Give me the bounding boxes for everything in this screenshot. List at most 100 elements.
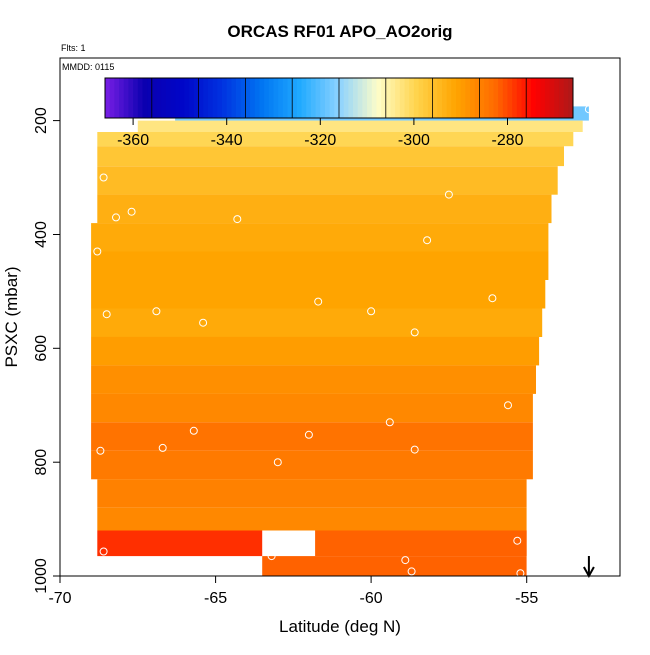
colorbar-segment [179, 78, 185, 118]
colorbar-segment [193, 78, 199, 118]
x-axis-tick-label: -55 [515, 590, 538, 607]
colorbar-segment [105, 78, 111, 118]
colorbar-segment [310, 78, 316, 118]
colorbar-segment [549, 78, 555, 118]
colorbar-tick-label: -300 [398, 132, 430, 149]
colorbar-segment [558, 78, 565, 118]
sample-marker [401, 556, 410, 565]
colorbar-tick-label: -340 [211, 132, 243, 149]
colorbar-segment [217, 78, 223, 118]
y-axis-label: PSXC (mbar) [2, 266, 21, 367]
colorbar-segment [324, 78, 331, 118]
colorbar-segment [544, 78, 550, 118]
sample-marker [199, 318, 208, 327]
y-axis-tick-label: 200 [33, 107, 50, 134]
sample-marker [189, 426, 198, 435]
heatmap-cell [91, 336, 540, 366]
sample-marker [112, 213, 120, 222]
heatmap-cell [97, 507, 527, 531]
heatmap-cell [97, 132, 574, 147]
colorbar-segment [568, 78, 574, 118]
colorbar-segment [362, 78, 368, 118]
sample-marker [158, 443, 167, 452]
colorbar-segment [367, 78, 373, 118]
sample-marker [516, 569, 525, 578]
colorbar-segment [371, 78, 377, 118]
colorbar-segment [339, 78, 345, 118]
colorbar-tick-label: -320 [304, 132, 336, 149]
sample-marker [367, 307, 376, 316]
sample-marker [584, 105, 593, 114]
mmdd-label: MMDD: 0115 [62, 62, 114, 72]
sample-marker [544, 355, 553, 364]
colorbar-segment [296, 78, 302, 118]
colorbar-segment [376, 78, 382, 118]
heatmap-cell [315, 530, 527, 557]
colorbar-segment [563, 78, 569, 118]
heatmap-cell [91, 365, 536, 394]
colorbar-segment [147, 78, 153, 118]
sample-marker [152, 307, 161, 316]
sample-marker [444, 190, 453, 199]
sample-marker [488, 294, 497, 303]
colorbar-segment [128, 78, 134, 118]
colorbar-segment [236, 78, 242, 118]
heatmap-cell [97, 166, 558, 195]
colorbar-segment [203, 78, 209, 118]
arrow-head [583, 566, 595, 579]
colorbar-segment [334, 78, 340, 118]
colorbar-segment [109, 78, 115, 118]
sample-marker [423, 236, 432, 245]
sample-marker [127, 207, 136, 216]
sample-marker [385, 418, 394, 427]
sample-marker [504, 401, 512, 410]
x-axis-tick-label: -65 [204, 590, 227, 607]
colorbar-segment [498, 78, 504, 118]
colorbar-segment [540, 78, 546, 118]
colorbar-segment [446, 78, 452, 118]
chart-title: ORCAS RF01 APO_AO2orig [227, 22, 452, 41]
heatmap-cell [91, 450, 533, 480]
flights-label: Flts: 1 [61, 43, 86, 53]
sample-marker [550, 256, 559, 265]
colorbar-segment [437, 78, 443, 118]
heatmap-cells [91, 106, 589, 576]
x-axis-label: Latitude (deg N) [279, 617, 401, 636]
colorbar-segment [301, 78, 307, 118]
colorbar-segment [460, 78, 466, 118]
colorbar-segment [526, 78, 532, 118]
sample-marker [96, 446, 105, 455]
y-axis-tick-label: 800 [33, 449, 50, 476]
colorbar-segment [231, 78, 237, 118]
sample-marker [304, 430, 313, 439]
y-axis-tick-label: 400 [33, 221, 50, 248]
colorbar-segment [432, 78, 438, 118]
colorbar-segment [133, 78, 139, 118]
colorbar-segment [456, 78, 462, 118]
colorbar-segment [254, 78, 260, 118]
sample-marker [99, 547, 108, 556]
colorbar-segment [465, 78, 471, 118]
colorbar-segment [357, 78, 363, 118]
colorbar-segment [245, 78, 251, 118]
colorbar-segment [348, 78, 354, 118]
colorbar-segment [474, 78, 480, 118]
colorbar-segment [521, 78, 527, 118]
colorbar-segment [240, 78, 246, 118]
heatmap-cell [91, 308, 543, 337]
colorbar-segment [151, 78, 157, 118]
colorbar-segment [399, 78, 405, 118]
heatmap-cell [91, 251, 549, 280]
colorbar-segment [156, 78, 162, 118]
colorbar-segment [189, 78, 195, 118]
sample-marker [99, 173, 108, 182]
colorbar-segment [507, 78, 513, 118]
colorbar-segment [165, 78, 171, 118]
position-arrow [583, 556, 595, 579]
sample-marker [407, 567, 416, 576]
colorbar-segment [484, 78, 490, 118]
colorbar-segment [170, 78, 176, 118]
colorbar-segment [390, 78, 396, 118]
